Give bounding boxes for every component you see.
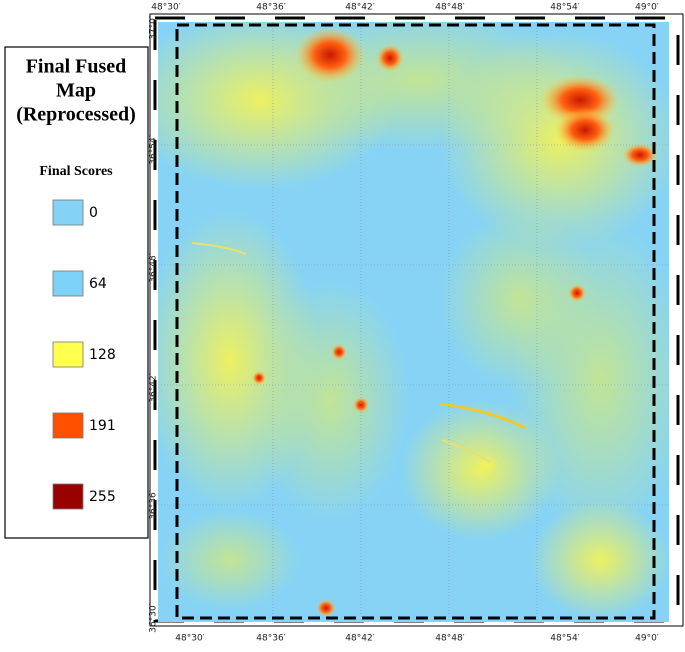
x-coord-bottom: 48°54′ — [550, 634, 579, 644]
legend-title: Map — [56, 80, 96, 102]
legend-subtitle: Final Scores — [39, 164, 113, 179]
legend-swatch — [52, 483, 84, 510]
x-coord-bottom: 48°30′ — [175, 634, 204, 644]
y-coord: 36°30′ — [149, 603, 159, 632]
legend-label: 128 — [89, 347, 116, 363]
x-coord-bottom: 48°36′ — [256, 634, 285, 644]
y-coord: 36°36′ — [149, 490, 159, 519]
legend-label: 0 — [89, 205, 98, 221]
legend-swatch — [52, 199, 84, 226]
x-coord-bottom: 49°0′ — [635, 634, 659, 644]
y-coord: 36°42′ — [149, 373, 159, 402]
legend-label: 64 — [89, 276, 107, 292]
x-coord-top: 48°48′ — [435, 3, 464, 13]
x-coord-bottom: 48°42′ — [345, 634, 374, 644]
legend-swatch — [52, 341, 84, 368]
coordinate-labels: 48°30′ 48°30′ 48°36′ 48°36′ 48°42′ 48°42′ 48°4… — [149, 3, 659, 644]
legend-title: Final Fused — [26, 56, 127, 78]
legend-swatch — [52, 270, 84, 297]
x-coord-top: 49°0′ — [635, 3, 659, 13]
x-coord-top: 48°54′ — [550, 3, 579, 13]
x-coord-top: 48°42′ — [345, 3, 374, 13]
legend-label: 191 — [89, 418, 116, 434]
legend-label: 255 — [89, 489, 116, 505]
x-coord-top: 48°30′ — [151, 3, 180, 13]
legend-title: (Reprocessed) — [16, 104, 136, 126]
x-coord-top: 48°36′ — [256, 3, 285, 13]
graticule — [158, 22, 669, 622]
study-area-boundary — [175, 23, 656, 620]
legend-swatch — [52, 412, 84, 439]
y-coord: 36°48′ — [149, 253, 159, 282]
x-coord-bottom: 48°48′ — [435, 634, 464, 644]
y-coord: 37°0′ — [149, 16, 159, 40]
y-coord: 36°54′ — [149, 135, 159, 164]
map-raster — [158, 22, 669, 622]
